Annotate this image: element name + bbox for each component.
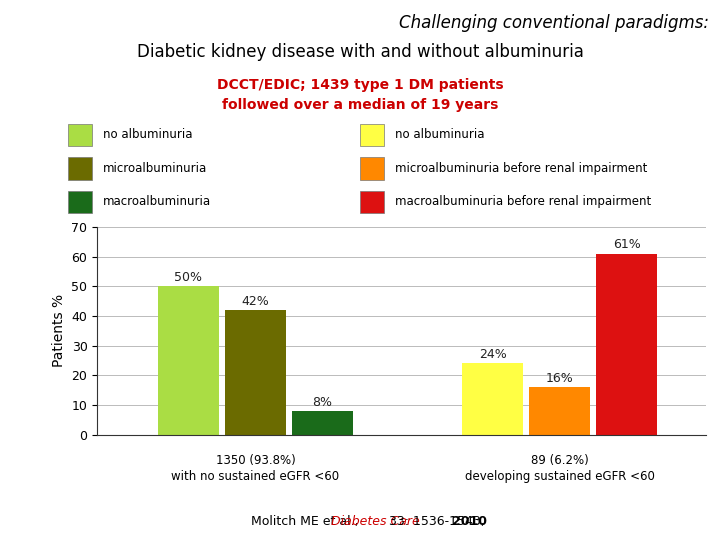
Text: macroalbuminuria before renal impairment: macroalbuminuria before renal impairment — [395, 195, 651, 208]
Bar — [462, 363, 523, 435]
Text: 24%: 24% — [479, 348, 507, 361]
Text: no albuminuria: no albuminuria — [103, 129, 192, 141]
Text: microalbuminuria: microalbuminuria — [103, 162, 207, 175]
Text: 42%: 42% — [241, 295, 269, 308]
Bar — [225, 310, 286, 435]
Text: microalbuminuria before renal impairment: microalbuminuria before renal impairment — [395, 162, 647, 175]
Text: 89 (6.2%): 89 (6.2%) — [531, 454, 588, 467]
Text: 50%: 50% — [174, 271, 202, 284]
Bar — [596, 253, 657, 435]
Y-axis label: Patients %: Patients % — [52, 294, 66, 367]
Text: Diabetic kidney disease with and without albuminuria: Diabetic kidney disease with and without… — [137, 43, 583, 61]
Text: macroalbuminuria: macroalbuminuria — [103, 195, 211, 208]
Text: DCCT/EDIC; 1439 type 1 DM patients: DCCT/EDIC; 1439 type 1 DM patients — [217, 78, 503, 92]
Text: 16%: 16% — [546, 372, 573, 385]
Text: 8%: 8% — [312, 396, 333, 409]
Text: followed over a median of 19 years: followed over a median of 19 years — [222, 98, 498, 112]
Bar — [158, 286, 219, 435]
Text: Diabetes Care: Diabetes Care — [330, 515, 420, 528]
Text: no albuminuria: no albuminuria — [395, 129, 484, 141]
Text: 1350 (93.8%): 1350 (93.8%) — [215, 454, 295, 467]
Text: developing sustained eGFR <60: developing sustained eGFR <60 — [464, 470, 654, 483]
Text: Challenging conventional paradigms:: Challenging conventional paradigms: — [399, 14, 709, 31]
Text: with no sustained eGFR <60: with no sustained eGFR <60 — [171, 470, 339, 483]
Bar — [292, 411, 353, 435]
Text: 61%: 61% — [613, 238, 640, 251]
Bar — [529, 387, 590, 435]
Text: 33: 1536-1543,: 33: 1536-1543, — [385, 515, 489, 528]
Text: Molitch ME et al.,: Molitch ME et al., — [251, 515, 363, 528]
Text: 2010: 2010 — [452, 515, 487, 528]
